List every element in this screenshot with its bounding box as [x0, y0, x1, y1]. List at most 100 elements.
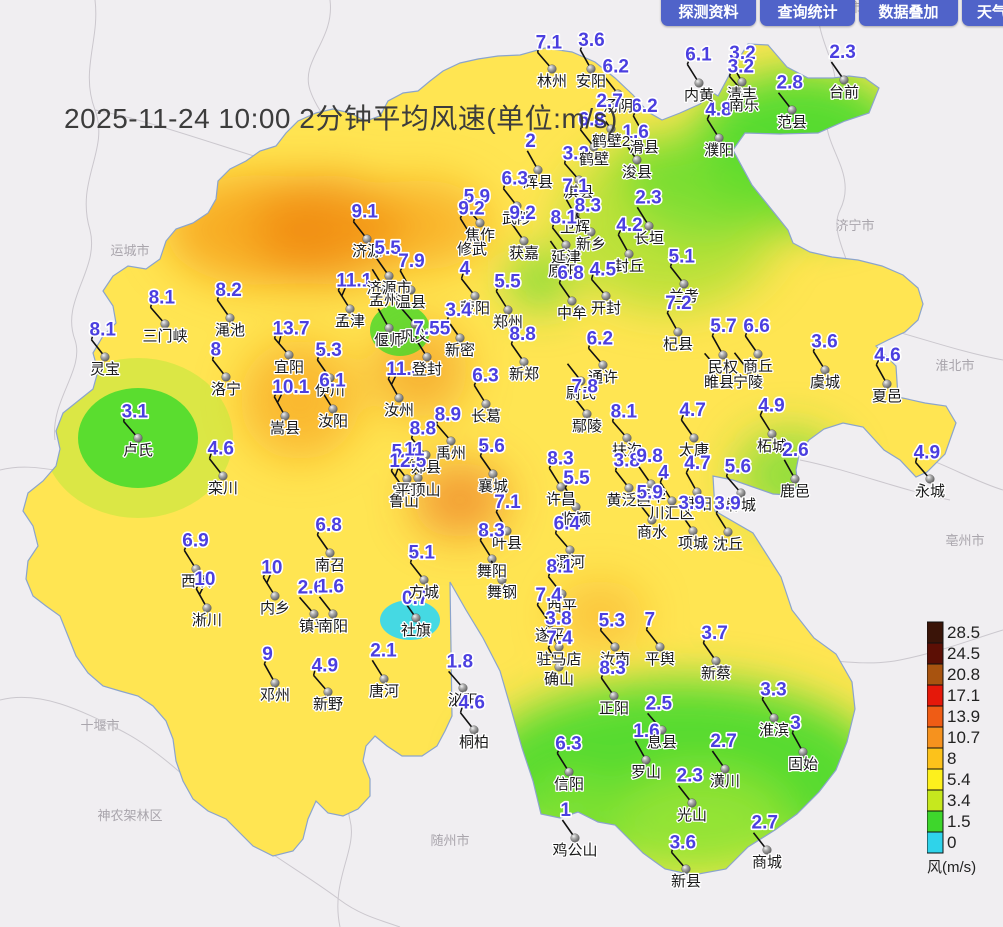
svg-text:8.1: 8.1 — [551, 208, 578, 229]
svg-text:确山: 确山 — [544, 671, 574, 688]
svg-text:7.2: 7.2 — [665, 293, 691, 314]
svg-text:6.3: 6.3 — [555, 733, 581, 754]
svg-text:6.3: 6.3 — [472, 365, 498, 386]
svg-text:商丘: 商丘 — [743, 358, 773, 375]
svg-text:长葛: 长葛 — [471, 408, 501, 425]
svg-text:9.2: 9.2 — [509, 203, 535, 224]
svg-text:南阳: 南阳 — [318, 618, 348, 635]
svg-text:8.1: 8.1 — [90, 320, 117, 341]
svg-text:24.5: 24.5 — [947, 644, 980, 663]
svg-text:永城: 永城 — [915, 483, 945, 500]
svg-text:5.4: 5.4 — [947, 770, 971, 789]
svg-text:5.7: 5.7 — [710, 316, 736, 337]
svg-text:8.3: 8.3 — [599, 658, 625, 679]
svg-text:桐柏: 桐柏 — [459, 734, 489, 751]
svg-text:6.3: 6.3 — [502, 169, 528, 190]
svg-text:6.8: 6.8 — [557, 263, 583, 284]
svg-text:鹤壁: 鹤壁 — [579, 151, 609, 168]
svg-text:5.6: 5.6 — [478, 436, 504, 457]
svg-text:濮阳: 濮阳 — [704, 142, 734, 159]
svg-text:舞阳: 舞阳 — [477, 563, 507, 580]
svg-text:8.8: 8.8 — [509, 324, 535, 345]
svg-text:范县: 范县 — [777, 114, 807, 131]
svg-text:1.8: 1.8 — [447, 651, 473, 672]
svg-text:8.1: 8.1 — [611, 401, 638, 422]
svg-text:浚县: 浚县 — [622, 164, 652, 181]
svg-text:4.7: 4.7 — [684, 453, 710, 474]
svg-text:9.2: 9.2 — [458, 198, 484, 219]
svg-text:7.9: 7.9 — [398, 251, 424, 272]
svg-text:2.3: 2.3 — [677, 766, 703, 787]
svg-text:虞城: 虞城 — [810, 374, 840, 391]
svg-text:鸡公山: 鸡公山 — [552, 842, 597, 859]
svg-text:杞县: 杞县 — [663, 336, 693, 353]
svg-text:正阳: 正阳 — [599, 700, 629, 717]
svg-text:4: 4 — [658, 462, 669, 483]
svg-text:信阳: 信阳 — [554, 776, 584, 793]
svg-text:13.9: 13.9 — [947, 707, 980, 726]
svg-text:获嘉: 获嘉 — [509, 245, 539, 262]
svg-text:灵宝: 灵宝 — [90, 361, 120, 378]
svg-text:舞钢: 舞钢 — [487, 584, 517, 601]
svg-text:10: 10 — [194, 569, 215, 590]
svg-text:3.2: 3.2 — [728, 56, 754, 77]
svg-text:罗山: 罗山 — [631, 764, 661, 781]
svg-text:洛宁: 洛宁 — [211, 381, 241, 398]
svg-text:17.1: 17.1 — [947, 686, 980, 705]
svg-text:风(m/s): 风(m/s) — [927, 859, 976, 876]
svg-text:8.1: 8.1 — [547, 557, 574, 578]
svg-text:8.2: 8.2 — [215, 280, 241, 301]
svg-text:新蔡: 新蔡 — [701, 665, 731, 682]
svg-text:5.1: 5.1 — [669, 247, 696, 268]
svg-text:开封: 开封 — [591, 300, 621, 317]
svg-text:息县: 息县 — [647, 734, 677, 751]
svg-text:1: 1 — [560, 800, 571, 821]
svg-text:6.2: 6.2 — [603, 57, 629, 78]
svg-text:7.4: 7.4 — [535, 585, 562, 606]
svg-text:新野: 新野 — [313, 696, 343, 713]
svg-text:沈丘: 沈丘 — [713, 536, 743, 553]
svg-text:8.3: 8.3 — [575, 195, 601, 216]
svg-text:10: 10 — [261, 557, 282, 578]
svg-text:3.6: 3.6 — [811, 331, 837, 352]
svg-text:驻马店: 驻马店 — [536, 651, 581, 668]
svg-text:4.6: 4.6 — [208, 439, 234, 460]
svg-text:5.3: 5.3 — [599, 610, 625, 631]
svg-text:滑县: 滑县 — [629, 139, 659, 156]
svg-text:项城: 项城 — [678, 535, 708, 552]
svg-text:2.1: 2.1 — [370, 640, 397, 661]
svg-text:台前: 台前 — [829, 84, 859, 101]
svg-text:南召: 南召 — [315, 557, 345, 574]
svg-text:5.9: 5.9 — [637, 483, 663, 504]
svg-text:商城: 商城 — [752, 854, 782, 871]
svg-text:4.6: 4.6 — [874, 345, 900, 366]
svg-text:5.1: 5.1 — [409, 543, 436, 564]
svg-text:0: 0 — [947, 833, 956, 852]
svg-text:4: 4 — [460, 259, 471, 280]
svg-text:8.1: 8.1 — [149, 287, 176, 308]
svg-text:襄城: 襄城 — [478, 478, 508, 495]
svg-text:10.1: 10.1 — [272, 377, 309, 398]
svg-text:9.1: 9.1 — [352, 202, 379, 223]
svg-text:28.5: 28.5 — [947, 623, 980, 642]
svg-text:4.6: 4.6 — [459, 693, 485, 714]
svg-text:随州市: 随州市 — [430, 833, 469, 848]
svg-text:1.6: 1.6 — [318, 577, 344, 598]
svg-text:夏邑: 夏邑 — [872, 388, 902, 405]
svg-text:6.2: 6.2 — [631, 96, 657, 117]
svg-text:2.5: 2.5 — [646, 693, 673, 714]
svg-text:13.7: 13.7 — [273, 318, 310, 339]
svg-text:平顶山: 平顶山 — [395, 482, 440, 499]
svg-text:睢县: 睢县 — [704, 374, 734, 391]
svg-text:7.4: 7.4 — [546, 628, 573, 649]
svg-text:安阳: 安阳 — [576, 73, 606, 90]
svg-text:2.3: 2.3 — [635, 187, 661, 208]
svg-text:6.6: 6.6 — [743, 316, 769, 337]
svg-text:鄢陵: 鄢陵 — [572, 418, 602, 435]
svg-text:3.9: 3.9 — [678, 493, 704, 514]
svg-text:鹿邑: 鹿邑 — [780, 483, 810, 500]
svg-text:汝阳: 汝阳 — [318, 413, 348, 430]
svg-text:禹州: 禹州 — [436, 445, 466, 462]
svg-text:1.5: 1.5 — [947, 812, 971, 831]
svg-text:8.3: 8.3 — [478, 520, 504, 541]
